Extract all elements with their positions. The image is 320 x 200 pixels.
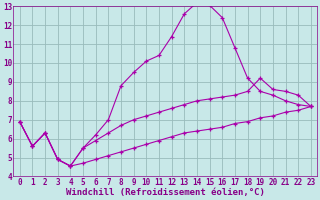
X-axis label: Windchill (Refroidissement éolien,°C): Windchill (Refroidissement éolien,°C) [66, 188, 265, 197]
